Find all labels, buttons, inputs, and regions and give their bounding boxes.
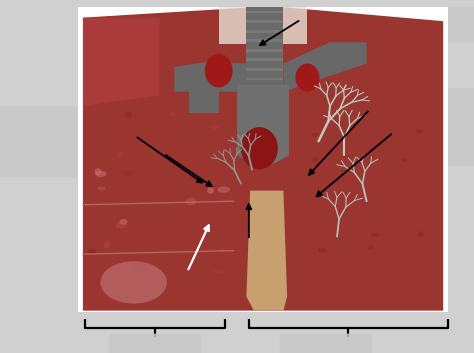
FancyBboxPatch shape xyxy=(109,334,201,353)
Ellipse shape xyxy=(241,127,278,169)
Ellipse shape xyxy=(118,152,123,158)
Bar xyxy=(246,78,283,80)
Ellipse shape xyxy=(125,112,132,119)
Ellipse shape xyxy=(370,233,379,237)
Ellipse shape xyxy=(95,170,107,177)
Ellipse shape xyxy=(218,247,226,252)
Bar xyxy=(0,106,78,176)
Bar xyxy=(246,49,283,52)
Ellipse shape xyxy=(116,222,127,229)
Ellipse shape xyxy=(104,241,110,249)
Ellipse shape xyxy=(318,248,327,253)
Ellipse shape xyxy=(211,126,219,129)
Ellipse shape xyxy=(418,231,423,237)
Bar xyxy=(246,39,283,42)
Ellipse shape xyxy=(311,133,319,137)
Polygon shape xyxy=(246,191,287,311)
Bar xyxy=(448,88,474,166)
Ellipse shape xyxy=(312,157,319,163)
Ellipse shape xyxy=(123,170,133,176)
Polygon shape xyxy=(189,67,219,113)
Polygon shape xyxy=(283,42,366,92)
Ellipse shape xyxy=(169,111,175,117)
Ellipse shape xyxy=(186,198,196,205)
Polygon shape xyxy=(83,18,160,106)
Ellipse shape xyxy=(95,168,101,175)
Polygon shape xyxy=(83,7,443,311)
Ellipse shape xyxy=(207,187,214,194)
FancyBboxPatch shape xyxy=(280,334,372,353)
Ellipse shape xyxy=(416,129,423,134)
Bar xyxy=(219,7,308,44)
Ellipse shape xyxy=(87,249,97,254)
Bar xyxy=(448,7,474,42)
Ellipse shape xyxy=(295,64,319,92)
Ellipse shape xyxy=(205,54,233,87)
Polygon shape xyxy=(246,7,283,85)
Bar xyxy=(246,59,283,61)
Bar xyxy=(246,30,283,32)
Ellipse shape xyxy=(119,219,128,225)
Bar xyxy=(246,20,283,23)
Ellipse shape xyxy=(134,266,146,272)
Ellipse shape xyxy=(217,186,230,193)
Ellipse shape xyxy=(402,158,407,162)
Polygon shape xyxy=(174,62,246,92)
Bar xyxy=(246,11,283,13)
Bar xyxy=(78,7,448,312)
Ellipse shape xyxy=(213,269,225,274)
Bar xyxy=(246,68,283,71)
Ellipse shape xyxy=(100,261,167,304)
Ellipse shape xyxy=(367,245,374,250)
Polygon shape xyxy=(237,85,289,169)
Ellipse shape xyxy=(97,186,106,190)
